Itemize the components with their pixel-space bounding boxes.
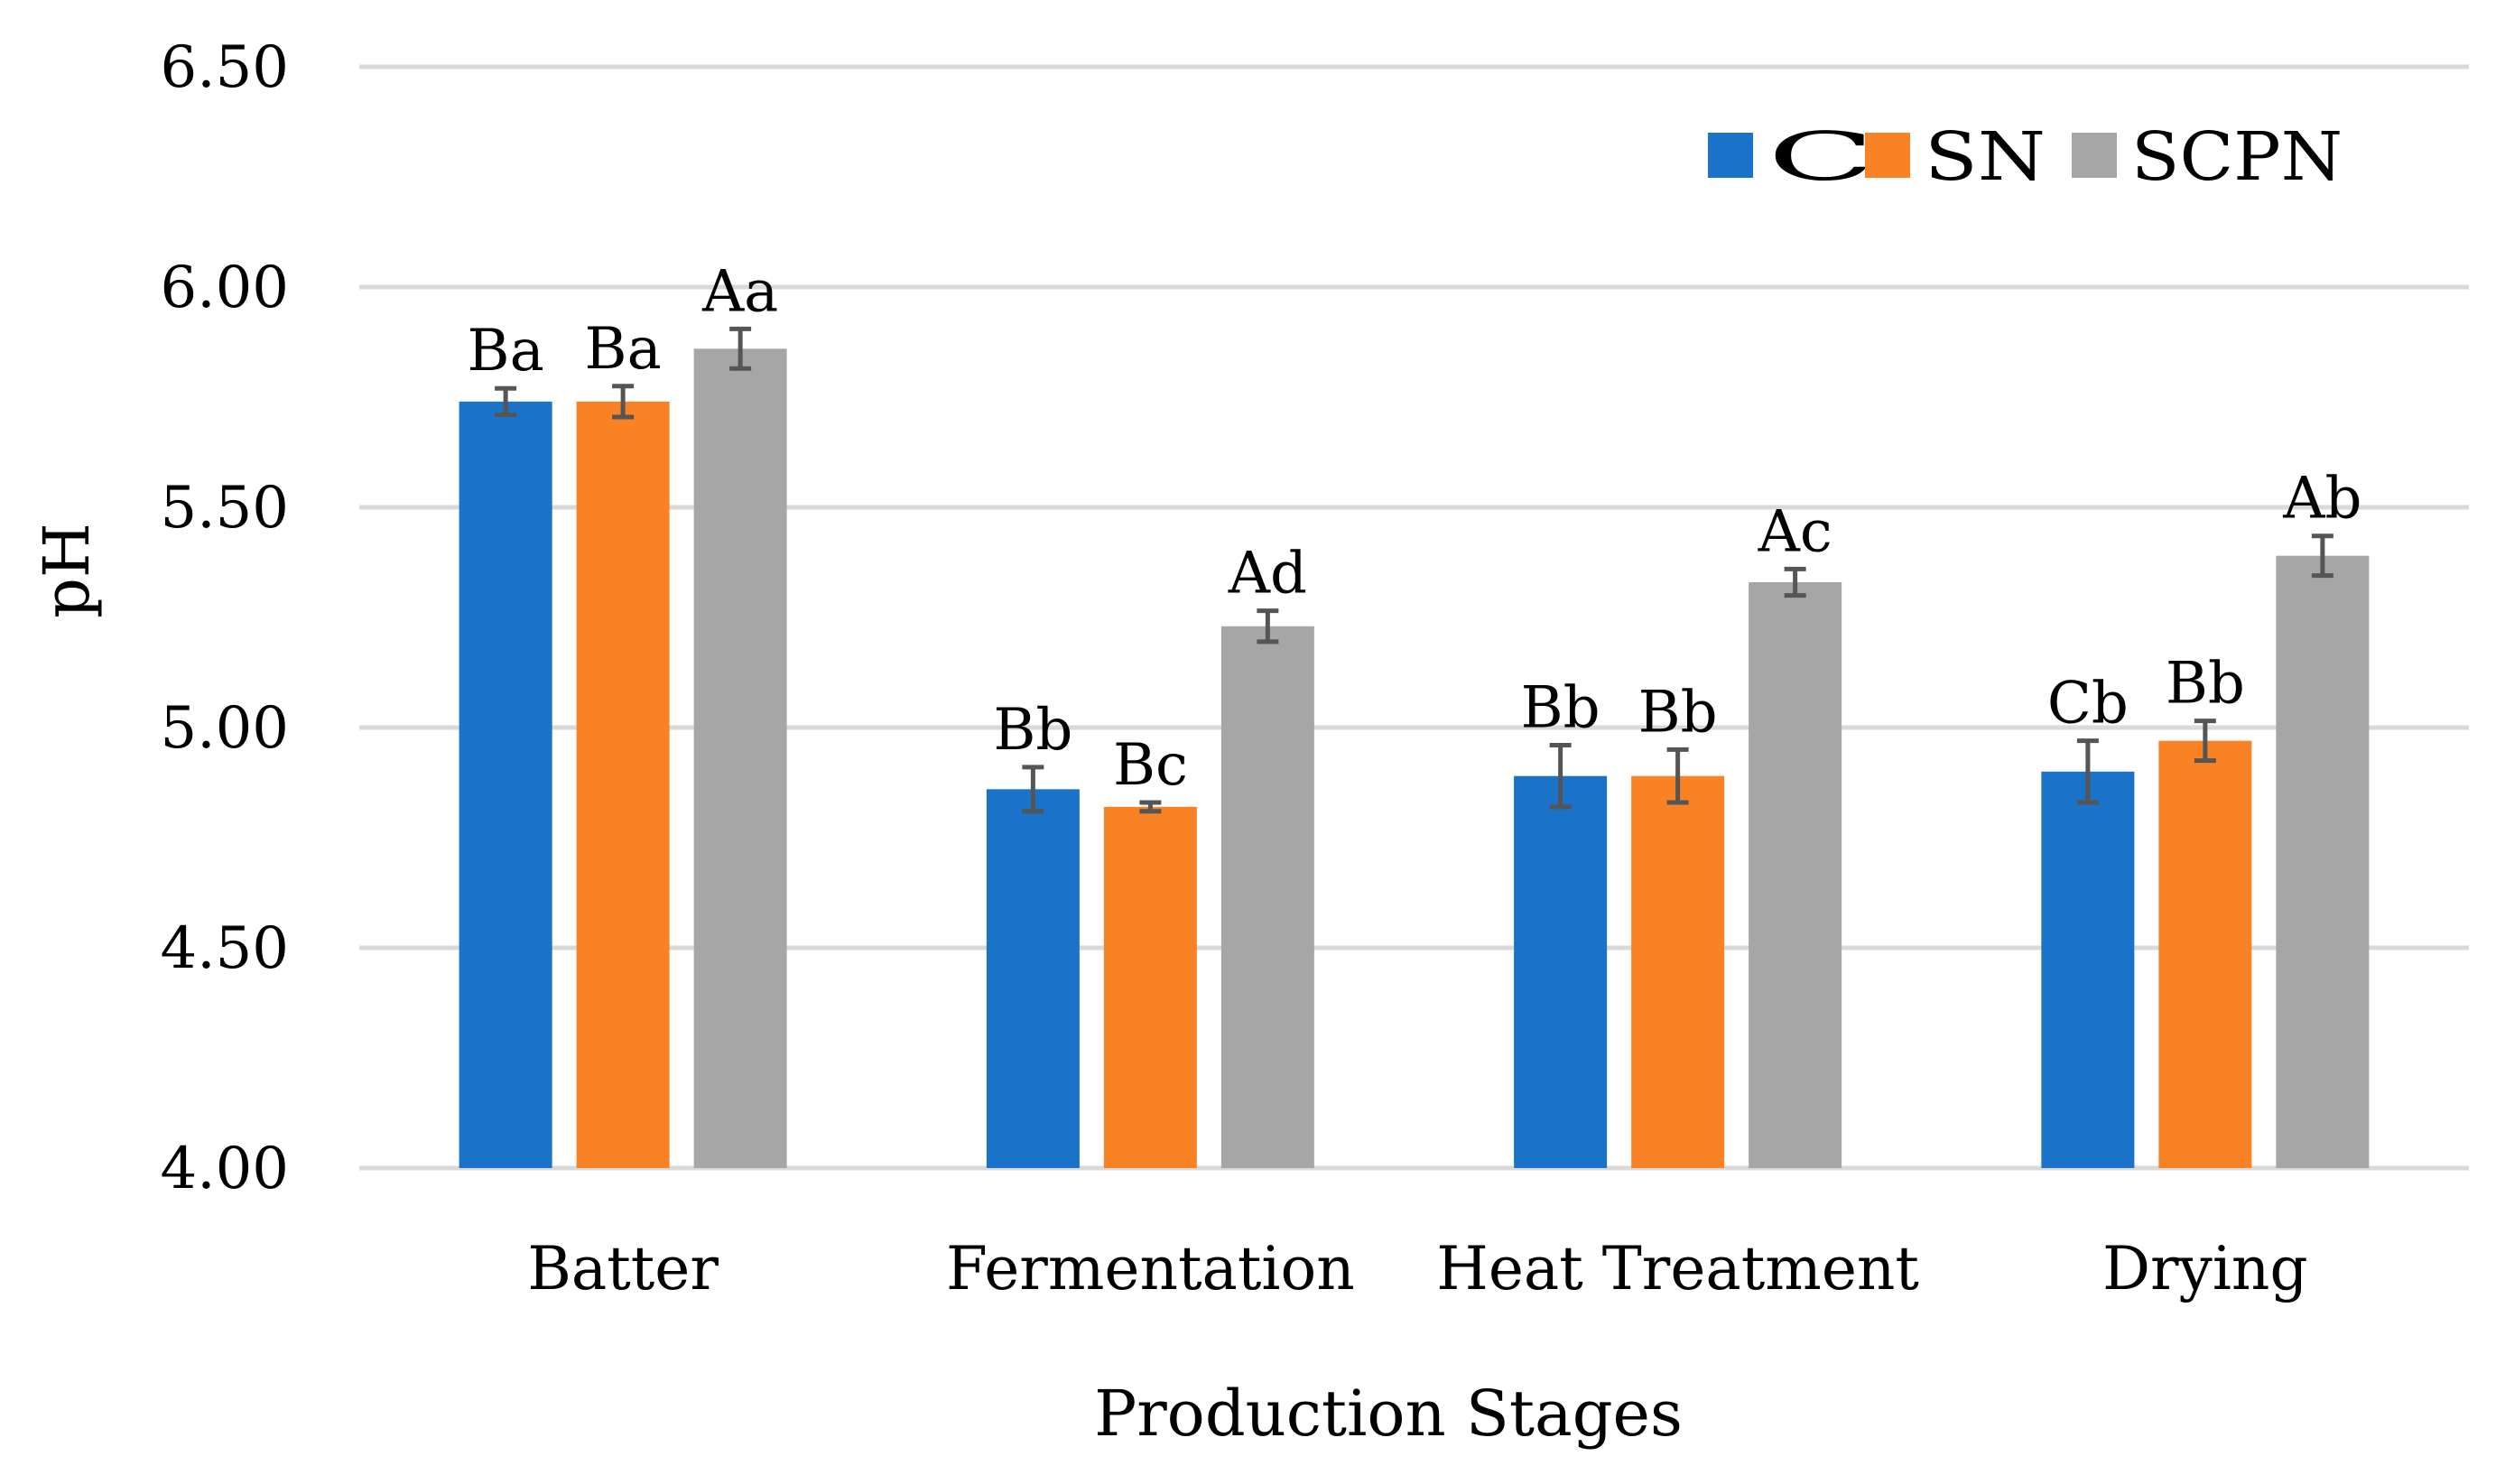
legend-label: C [1767, 118, 1875, 196]
bar [693, 348, 787, 1168]
y-tick-label: 6.50 [161, 34, 290, 101]
y-tick-label: 4.00 [161, 1136, 290, 1202]
x-category-label: Heat Treatment [1436, 1234, 1919, 1303]
significance-label: Ba [585, 316, 662, 383]
bar [459, 401, 552, 1168]
bar [2276, 555, 2370, 1168]
significance-label: Ab [2282, 466, 2361, 533]
y-tick-label: 5.00 [161, 695, 290, 762]
significance-label: Ad [1228, 541, 1307, 608]
legend-item: C [1708, 118, 1875, 196]
significance-label: Cb [2047, 671, 2129, 737]
legend-swatch [2072, 133, 2117, 178]
y-axis-title: pH [30, 523, 104, 618]
bar [1514, 775, 1608, 1168]
y-tick-label: 6.00 [161, 255, 290, 321]
legend-swatch [1708, 133, 1753, 178]
significance-label: Bb [1521, 675, 1600, 742]
gridlines [359, 64, 2469, 1171]
y-tick-label: 5.50 [161, 475, 290, 542]
x-category-label: Drying [2102, 1234, 2308, 1303]
significance-label: Bb [993, 697, 1072, 764]
bar [2041, 771, 2135, 1168]
significance-label: Ba [468, 318, 544, 385]
legend-label: SN [1925, 118, 2046, 196]
legend-item: SCPN [2072, 118, 2343, 196]
bar [1749, 581, 1842, 1168]
significance-label: Aa [701, 258, 778, 325]
x-category-label: Batter [527, 1234, 719, 1303]
y-tick-label: 4.50 [161, 915, 290, 982]
bar [986, 789, 1080, 1168]
significance-labels: Ba Ba Aa Bb Bc Ad Bb Bb Ac Cb Bb Ab [468, 258, 2362, 799]
x-axis-title: Production Stages [1094, 1377, 1683, 1451]
bar [1631, 775, 1725, 1168]
bar [1103, 806, 1197, 1168]
legend-item: SN [1865, 118, 2046, 196]
significance-label: Bb [2166, 651, 2245, 718]
bar [576, 401, 670, 1168]
significance-label: Bb [1638, 679, 1718, 746]
bar [1220, 626, 1314, 1168]
legend-swatch [1865, 133, 1910, 178]
bar [2158, 740, 2252, 1168]
y-axis-ticks: 4.00 4.50 5.00 5.50 6.00 6.50 [161, 34, 290, 1202]
x-category-label: Fermentation [946, 1234, 1355, 1303]
legend: C SN SCPN [1708, 118, 2343, 196]
legend-label: SCPN [2131, 118, 2343, 196]
x-axis-categories: Batter Fermentation Heat Treatment Drying [527, 1234, 2307, 1303]
error-bars [495, 326, 2333, 814]
significance-label: Ac [1758, 498, 1832, 565]
bars [459, 348, 2370, 1168]
significance-label: Bc [1113, 732, 1188, 799]
